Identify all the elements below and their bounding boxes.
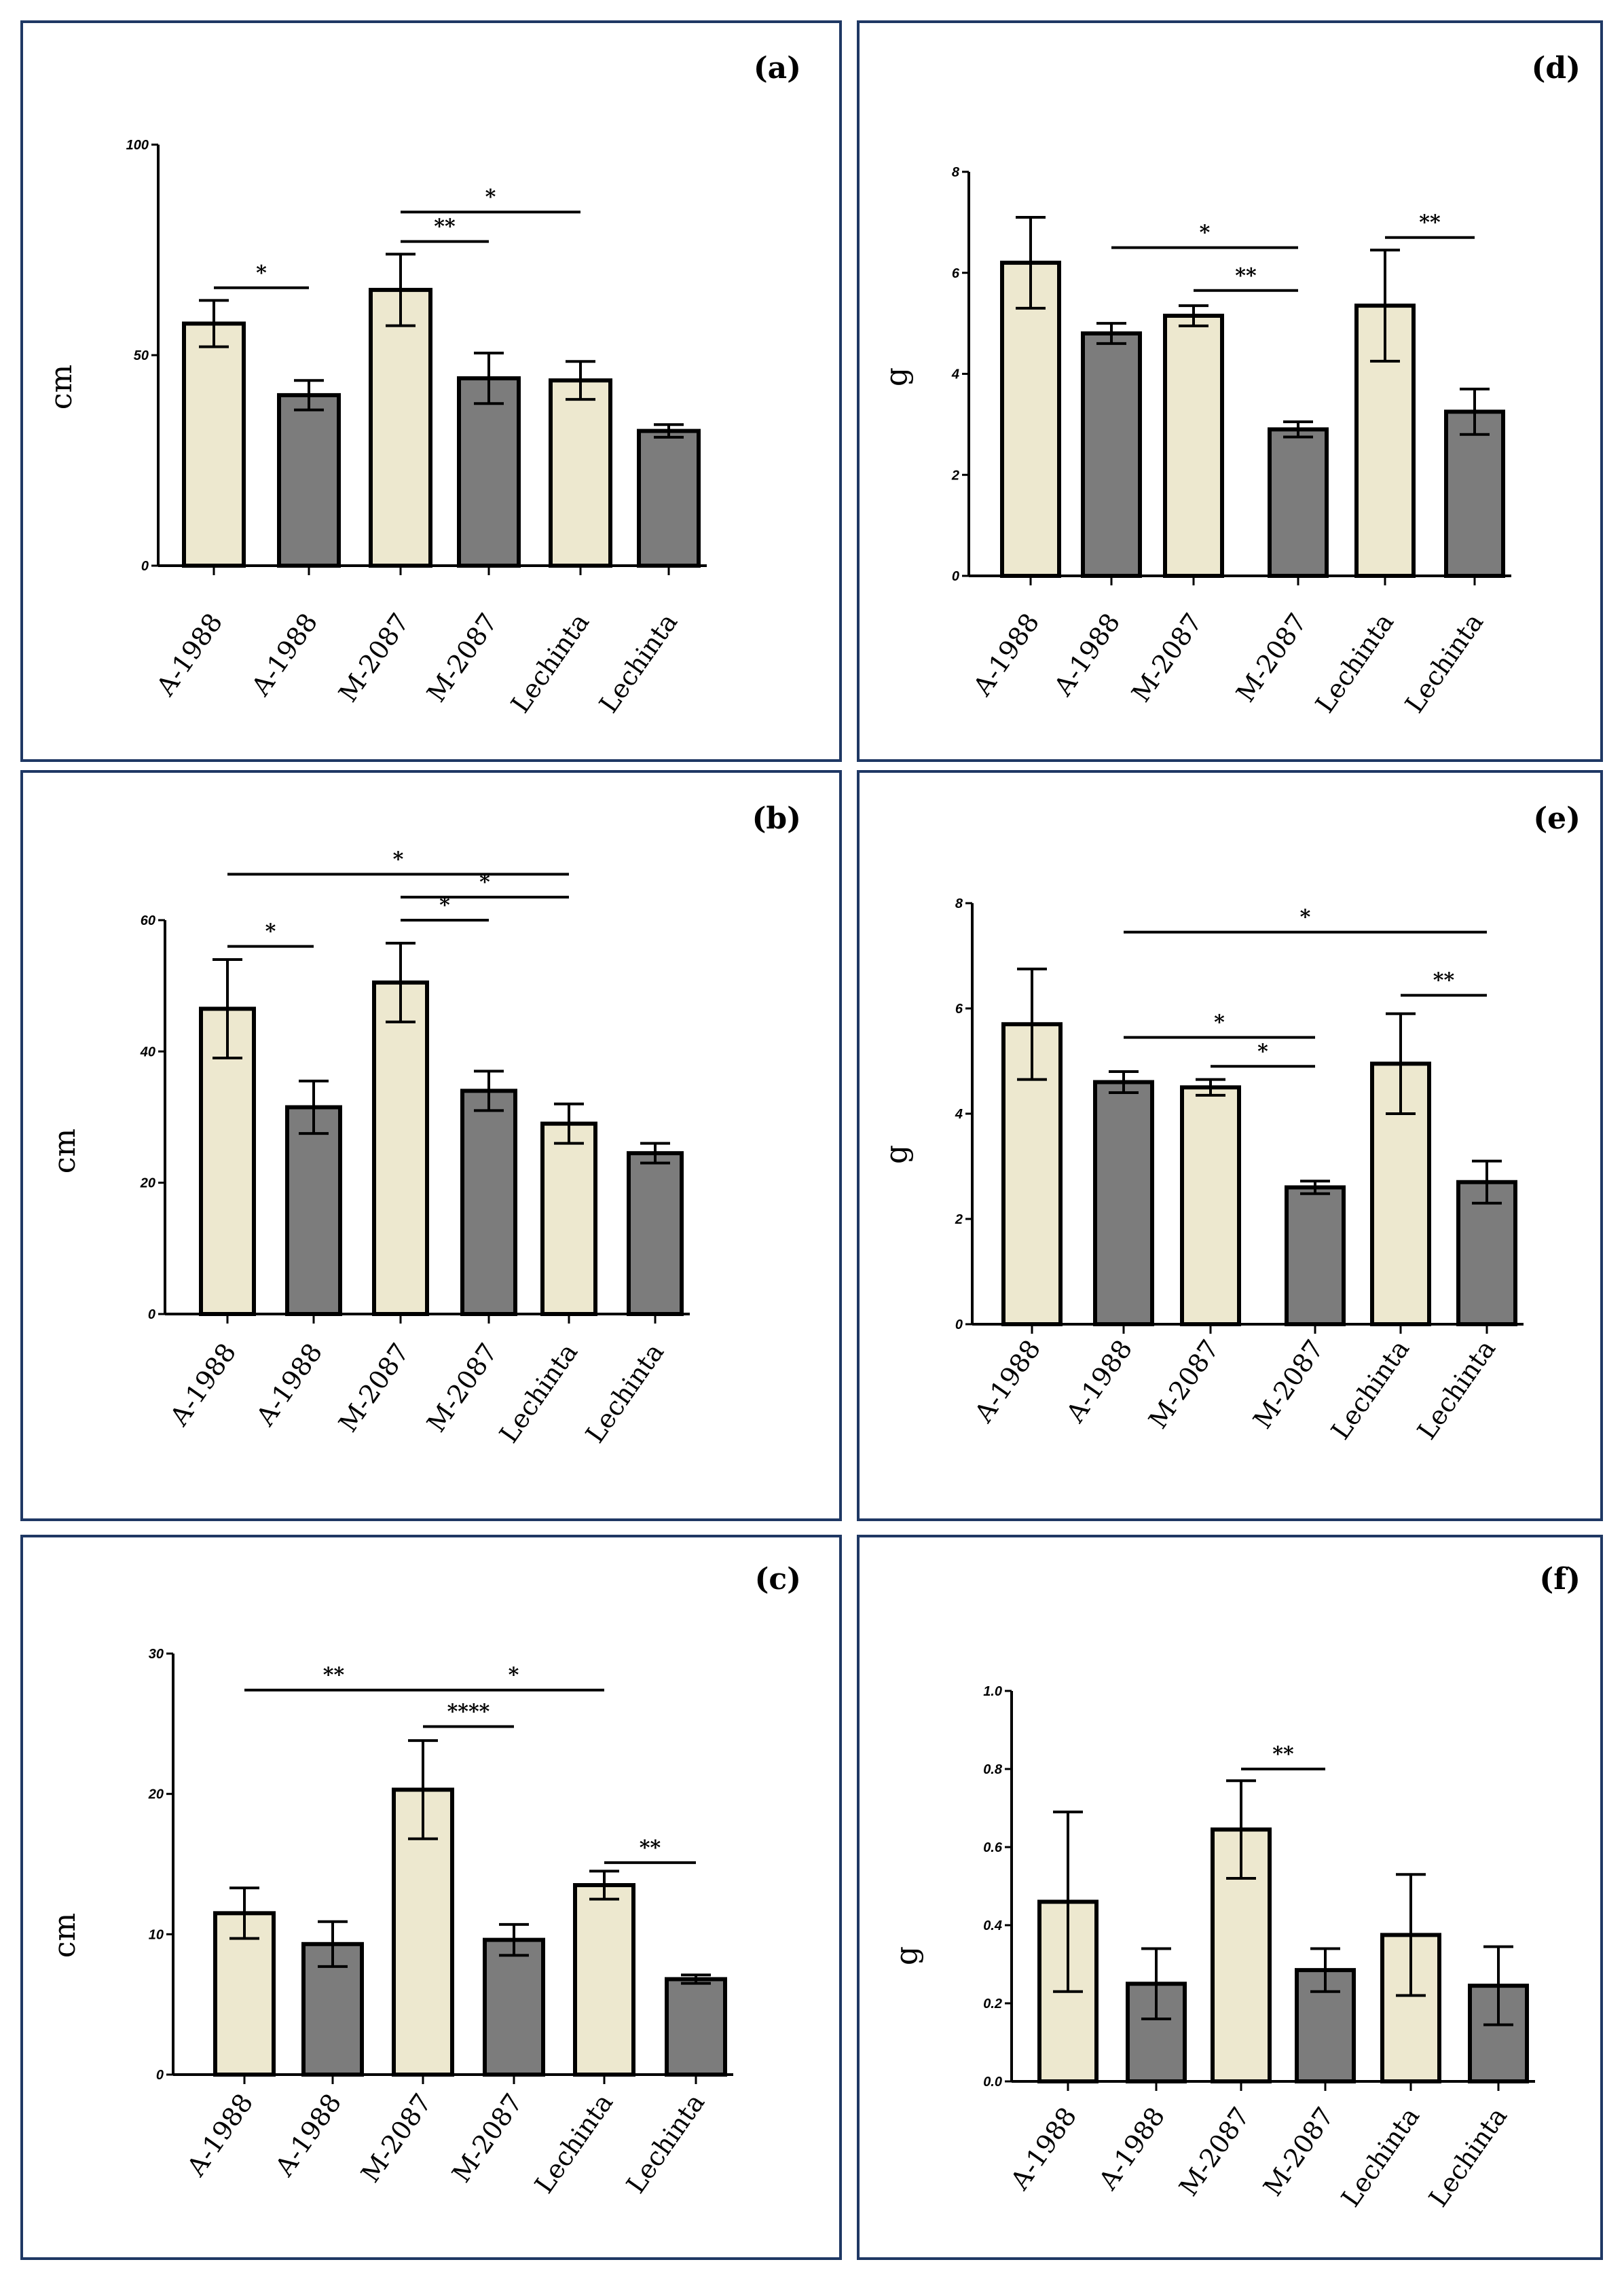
significance-label: * — [1300, 906, 1311, 930]
y-axis-label: cm — [48, 1129, 82, 1173]
significance-label: ** — [323, 1664, 345, 1688]
y-tick-label: 0 — [141, 559, 149, 574]
y-tick-label: 10 — [149, 1927, 164, 1942]
panel-label: (e) — [1533, 801, 1581, 836]
bar — [1268, 427, 1329, 578]
bar — [1163, 313, 1224, 578]
significance-label: ** — [1235, 264, 1257, 288]
significance-label: * — [1257, 1040, 1268, 1063]
y-tick-label: 0.4 — [983, 1918, 1002, 1933]
y-tick-label: 60 — [141, 913, 155, 928]
y-tick-label: 4 — [955, 1107, 963, 1122]
y-tick-label: 0 — [955, 1317, 963, 1332]
y-axis-label: g — [879, 1145, 914, 1164]
panel-label: (f) — [1539, 1562, 1581, 1597]
significance-label: * — [479, 871, 490, 894]
bar — [182, 321, 246, 568]
significance-label: ** — [1272, 1743, 1294, 1766]
y-axis-label: g — [879, 367, 914, 386]
y-tick-label: 2 — [951, 468, 959, 483]
bar — [1444, 409, 1505, 578]
bar — [573, 1883, 635, 2077]
y-tick-label: 2 — [955, 1212, 963, 1227]
bar — [1081, 331, 1142, 578]
significance-label: ** — [640, 1836, 661, 1860]
significance-label: * — [1214, 1011, 1225, 1035]
bar — [1000, 260, 1061, 578]
y-tick-label: 0 — [156, 2068, 164, 2083]
bar — [540, 1121, 597, 1316]
bar — [549, 378, 612, 568]
y-axis-label: g — [889, 1946, 924, 1965]
y-tick-label: 0 — [148, 1307, 155, 1322]
bar — [285, 1105, 342, 1316]
significance-label: * — [393, 847, 404, 871]
bar — [483, 1937, 545, 2077]
panel-label: (d) — [1532, 51, 1581, 86]
significance-label: ** — [1433, 969, 1455, 993]
y-tick-label: 40 — [140, 1044, 155, 1059]
y-axis-label: cm — [48, 1913, 82, 1958]
y-tick-label: 6 — [952, 266, 960, 281]
chart-panel-6: (f)g0.00.20.40.60.81.0A-1988 A-1988 M-2087… — [857, 1535, 1603, 2260]
bar — [457, 376, 521, 568]
bar — [372, 980, 429, 1317]
panel-label: (a) — [754, 51, 801, 86]
significance-label: * — [1200, 221, 1211, 245]
y-tick-label: 20 — [148, 1787, 164, 1802]
y-tick-label: 8 — [955, 896, 963, 911]
y-tick-label: 4 — [951, 367, 959, 382]
bar — [637, 429, 701, 568]
y-axis-label: cm — [44, 365, 79, 409]
bar — [369, 287, 432, 568]
y-tick-label: 100 — [126, 138, 149, 153]
panel-frame — [857, 20, 1603, 762]
bar — [1180, 1085, 1241, 1326]
y-tick-label: 6 — [955, 1002, 963, 1017]
significance-label: ** — [434, 215, 456, 239]
significance-label: * — [256, 261, 267, 285]
y-tick-label: 0.6 — [983, 1840, 1003, 1855]
significance-label: **** — [447, 1700, 490, 1724]
bar — [277, 393, 341, 568]
y-tick-label: 0 — [952, 569, 959, 584]
y-tick-label: 0.0 — [983, 2075, 1002, 2090]
bar — [1285, 1185, 1346, 1326]
bar — [1093, 1080, 1154, 1326]
y-tick-label: 50 — [134, 348, 149, 363]
panel-label: (b) — [752, 801, 801, 836]
significance-label: ** — [1419, 211, 1441, 235]
y-tick-label: 8 — [952, 165, 960, 180]
bar — [199, 1006, 256, 1316]
panel-label: (c) — [755, 1562, 801, 1597]
y-tick-label: 0.2 — [983, 1997, 1002, 2011]
significance-label: * — [485, 185, 496, 209]
bar — [627, 1151, 684, 1316]
y-tick-label: 30 — [149, 1647, 164, 1662]
significance-label: * — [265, 920, 276, 944]
bar — [665, 1977, 727, 2077]
significance-label: * — [439, 894, 450, 917]
significance-label: * — [509, 1664, 519, 1688]
y-tick-label: 1.0 — [983, 1684, 1002, 1699]
y-tick-label: 0.8 — [983, 1762, 1003, 1777]
bar — [460, 1089, 517, 1317]
y-tick-label: 20 — [140, 1176, 155, 1191]
